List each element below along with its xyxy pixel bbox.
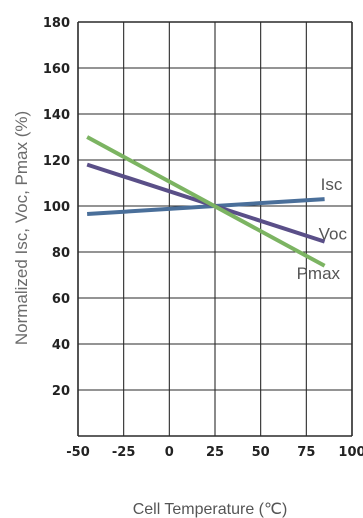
y-tick-label: 80	[52, 246, 70, 261]
x-tick-label: 0	[165, 445, 174, 460]
series-label-pmax: Pmax	[297, 264, 341, 283]
series-label-isc: Isc	[321, 175, 343, 194]
x-tick-label: 75	[297, 445, 315, 460]
y-tick-label: 40	[52, 338, 70, 353]
x-tick-label: 50	[252, 445, 270, 460]
y-tick-labels: 20 40 60 80 100 120 140 160 180	[43, 16, 70, 399]
y-tick-label: 100	[43, 200, 70, 215]
y-tick-label: 180	[43, 16, 70, 31]
x-tick-label: -50	[66, 445, 90, 460]
series-label-voc: Voc	[319, 225, 348, 244]
series-line-pmax	[86, 135, 326, 268]
x-tick-label: 100	[338, 445, 363, 460]
y-axis-label: Normalized Isc, Voc, Pmax (%)	[12, 111, 31, 345]
x-axis-label: Cell Temperature (℃)	[133, 501, 288, 518]
y-tick-label: 120	[43, 154, 70, 169]
grid	[77, 21, 353, 437]
x-tick-labels: -50 -25 0 25 50 75 100	[66, 445, 363, 460]
y-tick-label: 60	[52, 292, 70, 307]
x-tick-label: 25	[206, 445, 224, 460]
series-lines	[86, 135, 326, 268]
y-tick-label: 20	[52, 384, 70, 399]
x-tick-label: -25	[112, 445, 136, 460]
series-labels: Isc Voc Pmax	[297, 175, 348, 283]
y-tick-label: 140	[43, 108, 70, 123]
y-tick-label: 160	[43, 62, 70, 77]
series-line-isc	[87, 197, 325, 217]
